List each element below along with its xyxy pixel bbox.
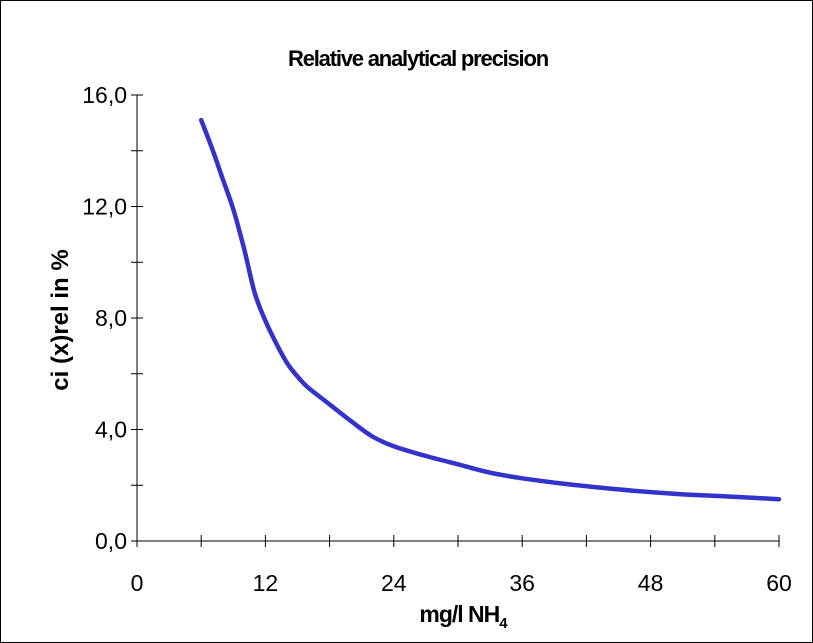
x-axis-label: mg/l NH4 bbox=[419, 601, 508, 632]
x-tick-label: 48 bbox=[638, 570, 664, 596]
x-axis-label-main: mg/l NH bbox=[419, 601, 499, 627]
axes bbox=[136, 95, 779, 542]
x-axis-label-subscript: 4 bbox=[499, 615, 508, 632]
y-tick-label: 0,0 bbox=[95, 528, 127, 554]
x-tick-label: 12 bbox=[253, 570, 279, 596]
x-tick-label: 36 bbox=[509, 570, 535, 596]
x-tick-label: 24 bbox=[381, 570, 407, 596]
tick-labels: 0,0 4,0 8,0 12,0 16,0 0 12 24 36 48 60 bbox=[82, 82, 792, 596]
y-tick-label: 4,0 bbox=[95, 417, 127, 443]
x-tick-label: 0 bbox=[131, 570, 144, 596]
ticks bbox=[131, 94, 780, 547]
y-axis-label: ci (x)rel in % bbox=[47, 249, 74, 390]
series-line-0 bbox=[198, 117, 782, 502]
y-tick-label: 12,0 bbox=[82, 194, 127, 220]
series-layer bbox=[198, 117, 782, 502]
y-tick-label: 8,0 bbox=[95, 305, 127, 331]
y-tick-label: 16,0 bbox=[82, 82, 127, 108]
x-tick-label: 60 bbox=[766, 570, 792, 596]
chart-title: Relative analytical precision bbox=[288, 46, 549, 71]
